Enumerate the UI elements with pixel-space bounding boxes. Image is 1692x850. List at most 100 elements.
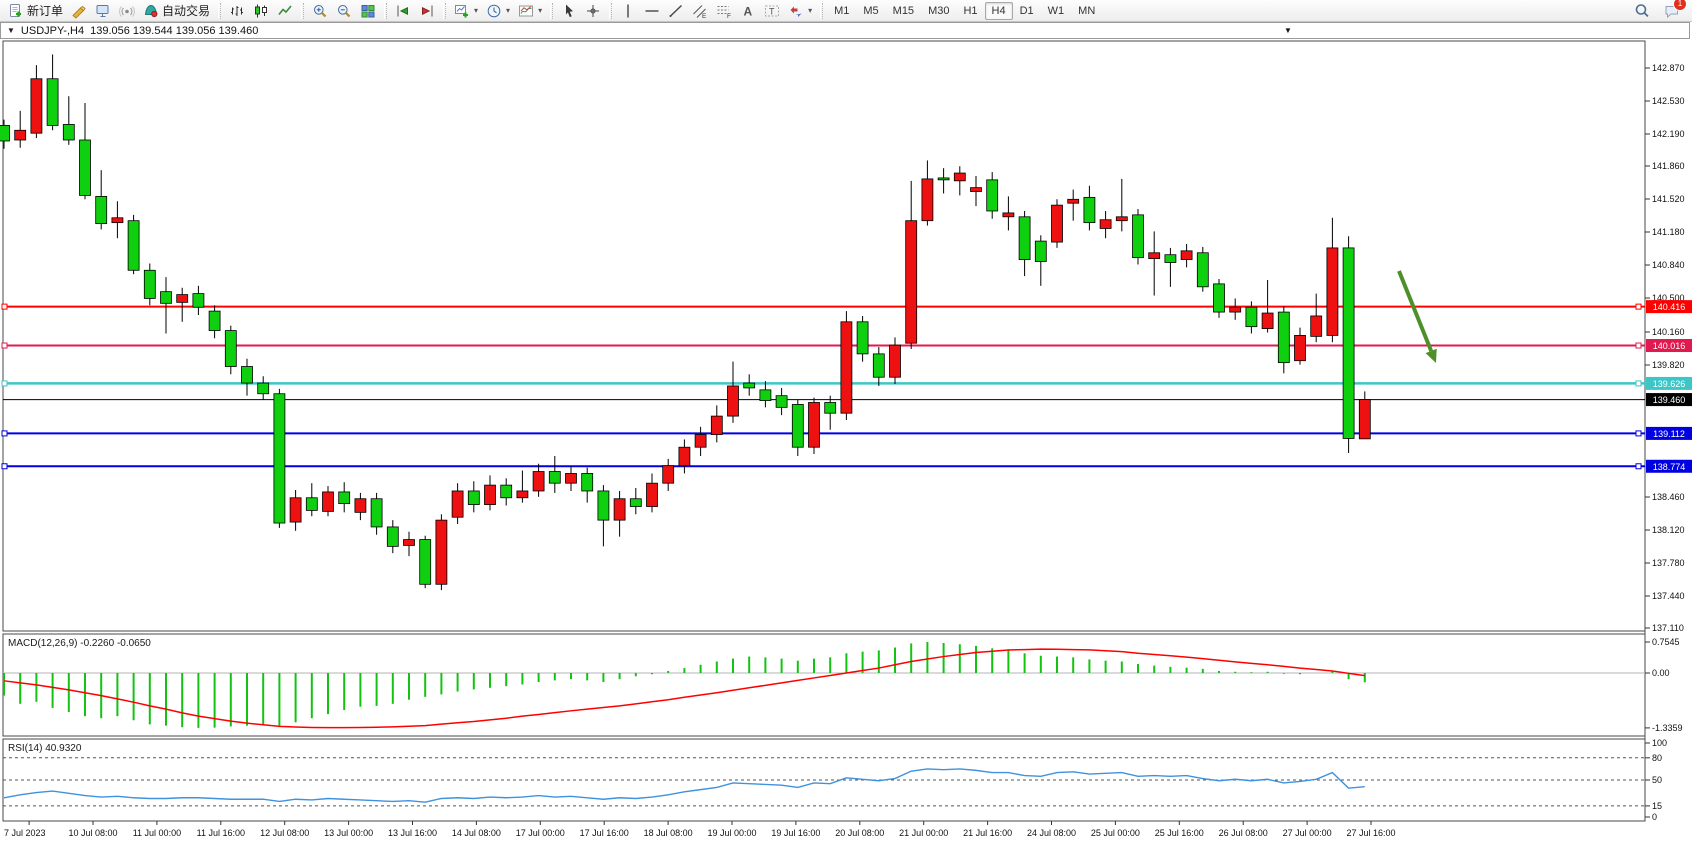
search-button[interactable] xyxy=(1630,0,1654,22)
line-anchor[interactable] xyxy=(1,342,8,349)
rsi-axis-label: 0 xyxy=(1652,812,1657,822)
candle xyxy=(127,220,140,271)
candle xyxy=(1099,219,1112,229)
timeframe-m30-button[interactable]: M30 xyxy=(928,4,950,17)
timeframe-h1-button[interactable]: H1 xyxy=(963,4,978,17)
macd-pane-border xyxy=(2,633,1646,737)
price-tag-label: 139.626 xyxy=(1653,379,1686,389)
candle xyxy=(370,498,383,528)
line-anchor[interactable] xyxy=(1635,463,1642,470)
chevron-down-icon[interactable]: ▾ xyxy=(506,6,511,15)
rsi-line xyxy=(3,768,1365,803)
toolbar-separator xyxy=(218,2,222,19)
line-anchor[interactable] xyxy=(1,463,8,470)
trendline-button[interactable] xyxy=(664,0,688,22)
price-axis-label: 141.520 xyxy=(1652,194,1685,204)
trend-icon xyxy=(669,4,683,17)
new-order-button[interactable]: 新订单 xyxy=(4,0,67,22)
candle xyxy=(435,519,448,585)
chevron-down-icon[interactable]: ▾ xyxy=(474,6,479,15)
chart-menu-triangle[interactable]: ▼ xyxy=(7,26,15,35)
fibonacci-button[interactable]: F xyxy=(712,0,736,22)
timeframe-h4-button[interactable]: H4 xyxy=(984,1,1013,20)
crosshair-icon xyxy=(587,4,600,17)
time-axis-label: 13 Jul 00:00 xyxy=(324,828,373,838)
trend-arrow-head[interactable] xyxy=(1425,348,1437,363)
timeframe-mn-button[interactable]: MN xyxy=(1078,4,1096,17)
price-tag xyxy=(1646,393,1692,407)
chart-plot-area[interactable]: 143.210142.870142.530142.190141.860141.5… xyxy=(0,22,1692,850)
search-icon xyxy=(1635,3,1649,17)
new-chart-button[interactable]: ▾ xyxy=(450,0,482,22)
candlestick-chart-button[interactable] xyxy=(249,0,273,22)
candle xyxy=(856,321,869,355)
time-axis-label: 10 Jul 08:00 xyxy=(68,828,117,838)
time-axis-label: 26 Jul 08:00 xyxy=(1219,828,1268,838)
line-anchor[interactable] xyxy=(1635,380,1642,387)
candle xyxy=(678,446,691,467)
line-anchor[interactable] xyxy=(1,430,8,437)
fib-icon: F xyxy=(717,5,731,19)
text-label-button[interactable]: T xyxy=(760,0,784,22)
auto-scroll-button[interactable] xyxy=(391,0,415,22)
zoom-out-button[interactable] xyxy=(332,0,356,22)
price-axis-label: 142.530 xyxy=(1652,96,1685,106)
horizontal-line-button[interactable] xyxy=(640,0,664,22)
templates-button[interactable]: ▾ xyxy=(514,0,546,22)
chart-window[interactable]: 143.210142.870142.530142.190141.860141.5… xyxy=(0,22,1692,850)
time-axis-label: 7 Jul 2023 xyxy=(4,828,46,838)
price-axis-label: 140.500 xyxy=(1652,293,1685,303)
chart-shift-button[interactable] xyxy=(415,0,439,22)
candle xyxy=(629,498,642,507)
timeframe-d1-button[interactable]: D1 xyxy=(1019,4,1034,17)
vertical-line-button[interactable] xyxy=(616,0,640,22)
line-anchor[interactable] xyxy=(1635,430,1642,437)
styler-button[interactable] xyxy=(67,0,91,22)
candle xyxy=(1067,198,1080,204)
notifications-button[interactable]: 1 xyxy=(1660,0,1687,22)
notification-badge: 1 xyxy=(1673,0,1687,11)
candle xyxy=(889,344,901,378)
line-anchor[interactable] xyxy=(1,303,8,310)
auto-trading-button[interactable]: 自动交易 xyxy=(139,0,214,22)
bars-icon xyxy=(231,5,244,16)
trend-arrow[interactable] xyxy=(1397,270,1434,352)
candle xyxy=(500,484,513,499)
chart-shift-marker[interactable]: ▼ xyxy=(1284,26,1292,35)
tiles-icon xyxy=(361,4,375,17)
price-tag-label: 140.016 xyxy=(1653,341,1686,351)
price-axis-label: 139.820 xyxy=(1652,360,1685,370)
crosshair-button[interactable] xyxy=(581,0,605,22)
candle xyxy=(224,330,237,367)
cursor-button[interactable] xyxy=(557,0,581,22)
price-tags: 140.416 140.016 139.626 139.460 139.112 138.7… xyxy=(1646,300,1692,473)
line-chart-button[interactable] xyxy=(273,0,297,22)
line-anchor[interactable] xyxy=(1635,303,1642,310)
periods-button[interactable]: ▾ xyxy=(482,0,514,22)
timeframe-m5-button[interactable]: M5 xyxy=(863,4,879,17)
tile-windows-button[interactable] xyxy=(356,0,380,22)
textA-icon: A xyxy=(744,4,753,18)
line-anchor[interactable] xyxy=(1635,342,1642,349)
time-axis-label: 12 Jul 08:00 xyxy=(260,828,309,838)
candle xyxy=(1148,252,1161,260)
equidistant-channel-button[interactable]: E xyxy=(688,0,712,22)
zoom-in-button[interactable] xyxy=(308,0,332,22)
text-button[interactable]: A xyxy=(736,0,760,22)
price-axis-label: 142.190 xyxy=(1652,129,1685,139)
timeframe-m1-button[interactable]: M1 xyxy=(834,4,850,17)
chevron-down-icon[interactable]: ▾ xyxy=(808,6,813,15)
arrows-button[interactable]: ▾ xyxy=(784,0,816,22)
signals-button[interactable] xyxy=(115,0,139,22)
rsi-axis-label: 15 xyxy=(1652,801,1662,811)
candle xyxy=(1196,252,1209,288)
candle xyxy=(1229,306,1242,313)
candle xyxy=(111,217,124,224)
bar-chart-button[interactable] xyxy=(225,0,249,22)
profile-button[interactable] xyxy=(91,0,115,22)
candle xyxy=(79,139,91,196)
line-anchor[interactable] xyxy=(1,380,8,387)
chevron-down-icon[interactable]: ▾ xyxy=(538,6,543,15)
timeframe-w1-button[interactable]: W1 xyxy=(1047,4,1065,17)
timeframe-m15-button[interactable]: M15 xyxy=(892,4,915,17)
